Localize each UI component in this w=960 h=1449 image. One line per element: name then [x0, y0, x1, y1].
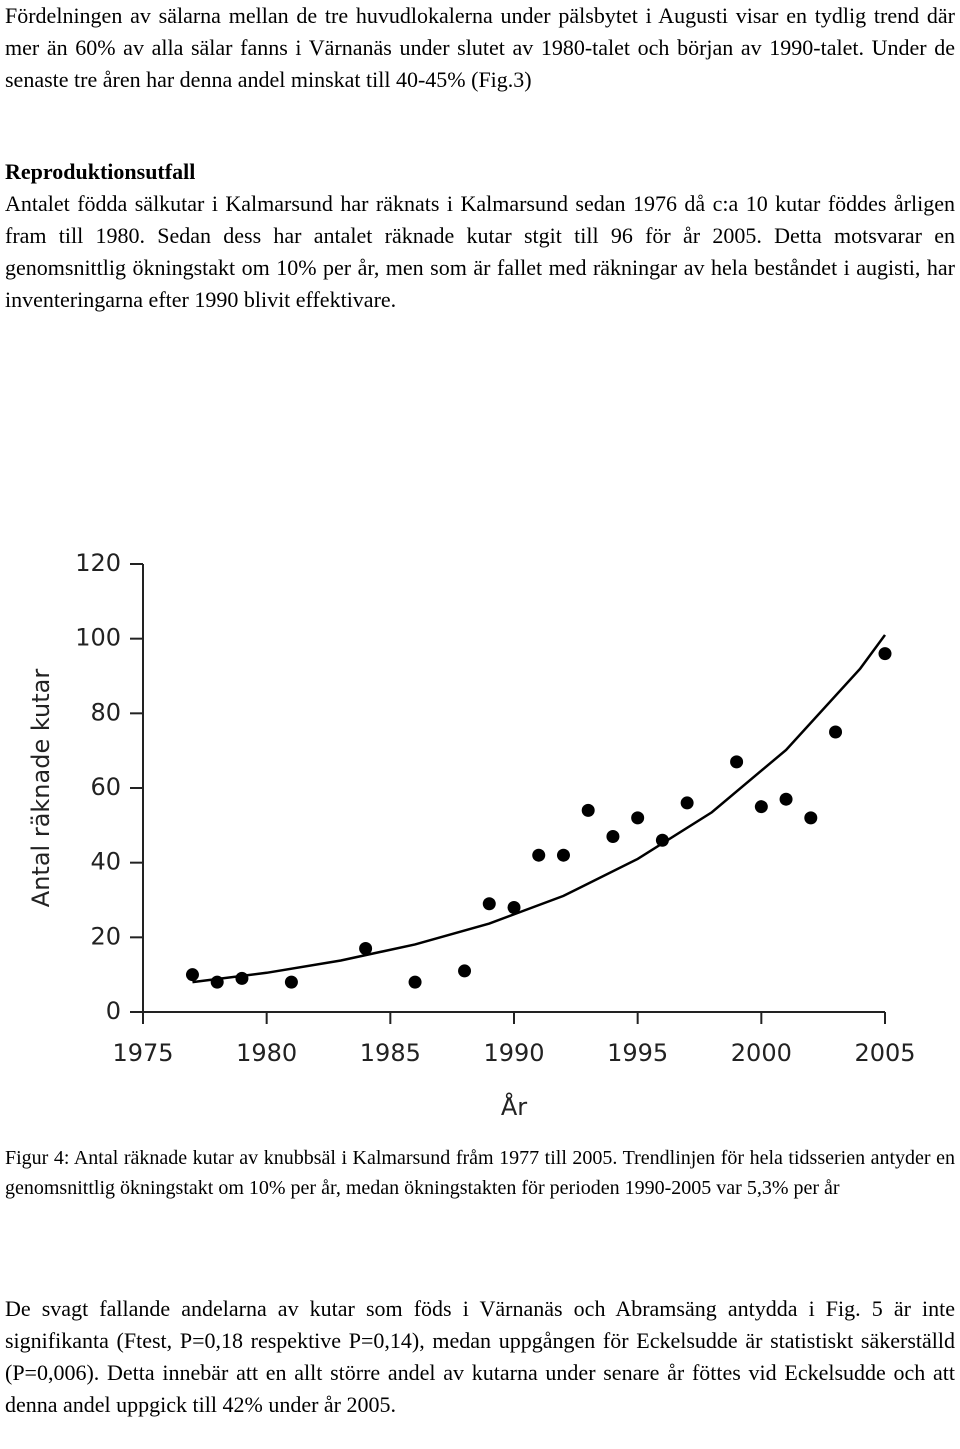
- y-axis-label: Antal räknade kutar: [27, 669, 55, 908]
- data-point: [730, 755, 744, 769]
- chart: 0 20 40 60 80 100 120 1975 1980 1985 1990 1995 2000 2…: [27, 549, 916, 1121]
- data-point: [556, 848, 570, 862]
- y-tick-label: 20: [90, 922, 121, 950]
- x-tick-label: 1995: [607, 1039, 668, 1067]
- x-tick-label: 2005: [854, 1039, 915, 1067]
- data-point: [507, 900, 521, 914]
- y-tick-label: 120: [75, 549, 121, 577]
- data-point: [680, 796, 694, 810]
- paragraph: De svagt fallande andelarna av kutar som…: [5, 1296, 955, 1417]
- data-point: [804, 811, 818, 825]
- x-tick-label: 1985: [360, 1039, 421, 1067]
- data-point: [458, 964, 472, 978]
- data-point: [185, 968, 199, 982]
- x-tick-label: 1980: [236, 1039, 297, 1067]
- x-axis-label: År: [501, 1092, 527, 1121]
- data-point: [655, 833, 669, 847]
- data-point: [408, 975, 422, 989]
- data-point: [878, 647, 892, 661]
- data-point: [482, 897, 496, 911]
- x-tick-label: 2000: [731, 1039, 792, 1067]
- data-point: [581, 803, 595, 817]
- data-point: [210, 975, 224, 989]
- data-point: [631, 811, 645, 825]
- data-point: [606, 830, 620, 844]
- data-point: [829, 725, 843, 739]
- data-point: [779, 792, 793, 806]
- data-point: [754, 800, 768, 814]
- x-tick-label: 1975: [112, 1039, 173, 1067]
- figure-caption: Figur 4: Antal räknade kutar av knubbsäl…: [5, 1147, 955, 1199]
- y-tick-label: 0: [106, 997, 121, 1025]
- y-tick-label: 80: [90, 698, 121, 726]
- trend-line: [192, 634, 887, 984]
- paragraph: Fördelningen av sälarna mellan de tre hu…: [5, 3, 955, 92]
- data-point: [235, 971, 249, 985]
- y-tick-label: 100: [75, 624, 121, 652]
- data-point: [284, 975, 298, 989]
- heading: Reproduktionsutfall: [5, 159, 196, 184]
- data-point: [532, 848, 546, 862]
- x-tick-label: 1990: [483, 1039, 544, 1067]
- y-tick-label: 60: [90, 773, 121, 801]
- paragraph: Antalet födda sälkutar i Kalmarsund har …: [5, 191, 955, 312]
- y-tick-label: 40: [90, 848, 121, 876]
- data-point: [359, 942, 373, 956]
